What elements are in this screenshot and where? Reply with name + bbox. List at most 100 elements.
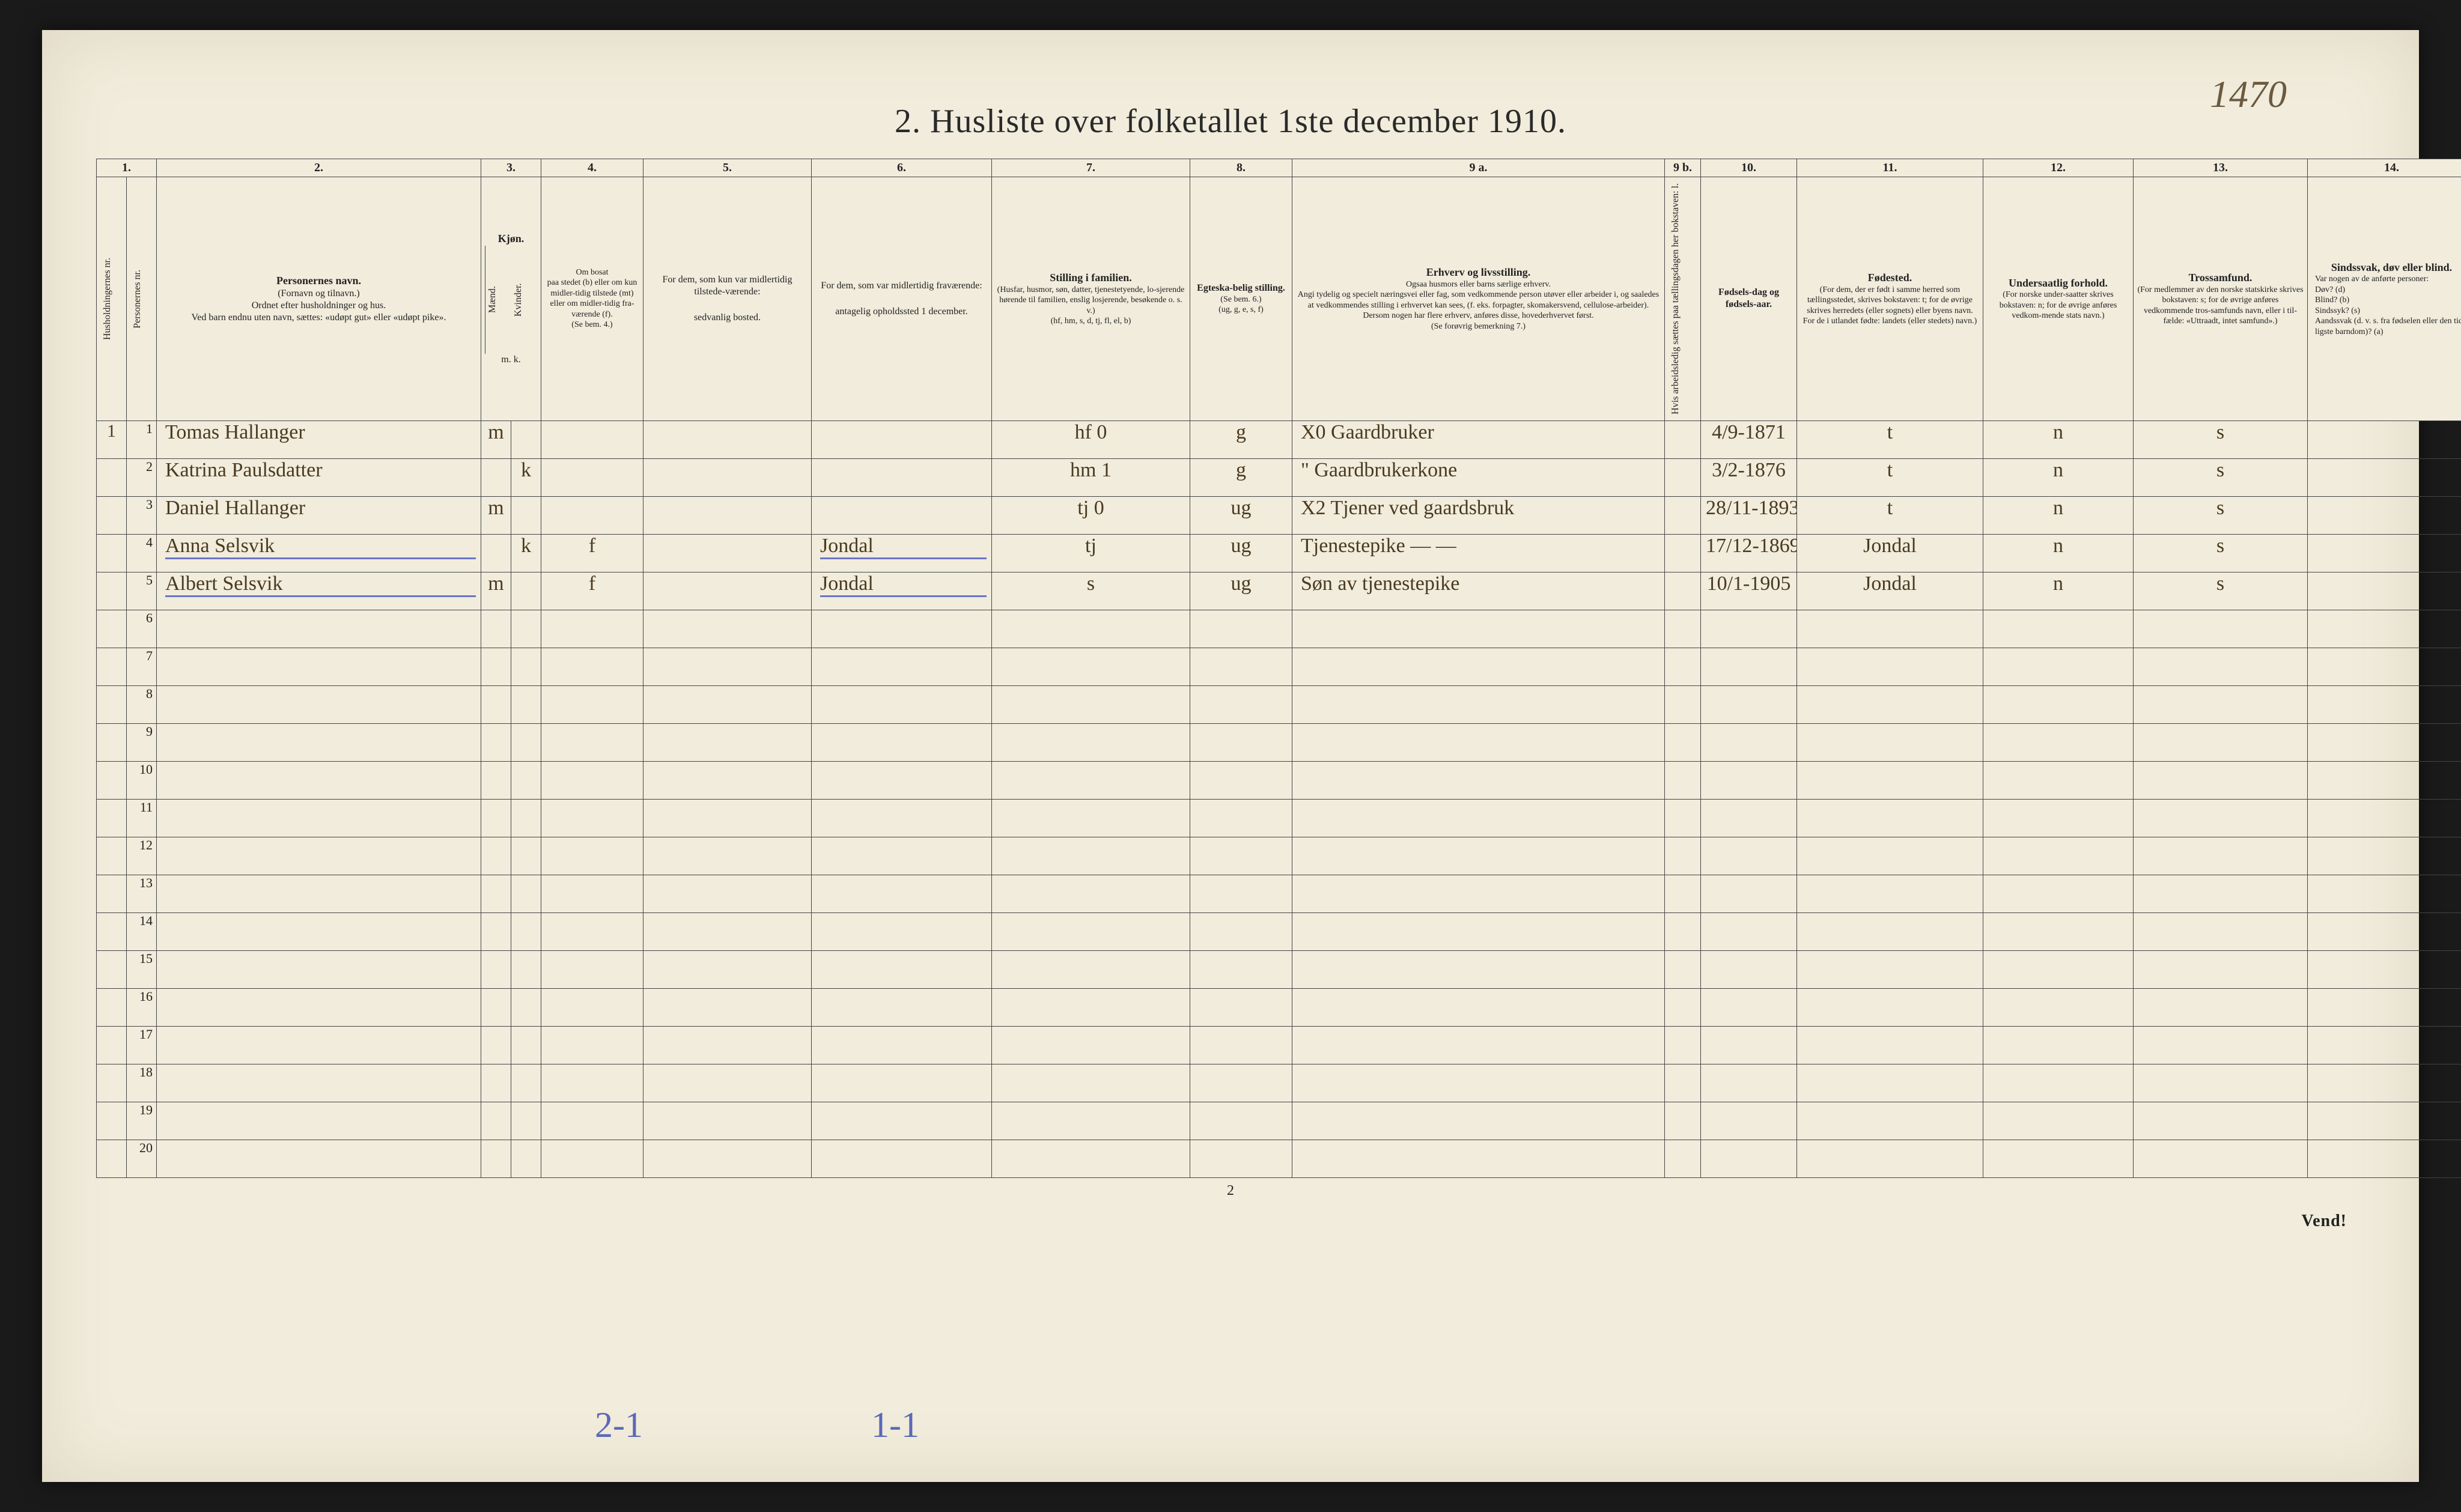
cell-empty — [1190, 912, 1292, 950]
cell-empty — [2308, 761, 2461, 799]
cell-empty — [481, 685, 511, 723]
cell-nationality: n — [1983, 572, 2134, 610]
cell-family-position: tj — [992, 534, 1190, 572]
cell-household-nr — [97, 685, 127, 723]
cell-household-nr — [97, 1026, 127, 1064]
cell-empty — [1292, 988, 1665, 1026]
cell-empty — [1797, 799, 1983, 837]
cell-birthdate: 17/12-1869 — [1701, 534, 1797, 572]
colnum: 10. — [1701, 159, 1797, 177]
cell-household-nr — [97, 912, 127, 950]
cell-empty — [157, 648, 481, 685]
cell-empty — [1797, 761, 1983, 799]
cell-empty — [481, 875, 511, 912]
cell-empty — [1701, 1102, 1797, 1140]
cell-empty — [157, 1102, 481, 1140]
cell-unemployed — [1665, 572, 1701, 610]
cell-empty — [2134, 837, 2308, 875]
cell-empty — [643, 988, 812, 1026]
cell-empty — [1701, 1026, 1797, 1064]
cell-empty — [992, 1026, 1190, 1064]
table-row: 20 — [97, 1140, 2461, 1177]
cell-empty — [1983, 875, 2134, 912]
cell-person-nr: 11 — [127, 799, 157, 837]
cell-household-nr — [97, 799, 127, 837]
cell-person-nr: 17 — [127, 1026, 157, 1064]
cell-empty — [2134, 1064, 2308, 1102]
cell-empty — [1665, 685, 1701, 723]
cell-empty — [1983, 1064, 2134, 1102]
table-row: 13 — [97, 875, 2461, 912]
cell-empty — [643, 1064, 812, 1102]
cell-empty — [1701, 837, 1797, 875]
cell-name: Anna Selsvik — [157, 534, 481, 572]
cell-empty — [812, 610, 992, 648]
cell-unemployed — [1665, 458, 1701, 496]
cell-empty — [812, 1064, 992, 1102]
table-head: 1. 2. 3. 4. 5. 6. 7. 8. 9 a. 9 b. 10. 11… — [97, 159, 2461, 421]
cell-empty — [992, 761, 1190, 799]
cell-empty — [481, 648, 511, 685]
cell-empty — [511, 988, 541, 1026]
cell-empty — [2134, 761, 2308, 799]
cell-empty — [643, 1102, 812, 1140]
cell-empty — [157, 988, 481, 1026]
cell-empty — [481, 1102, 511, 1140]
cell-empty — [812, 950, 992, 988]
cell-empty — [1292, 950, 1665, 988]
cell-occupation: Tjenestepike — — — [1292, 534, 1665, 572]
cell-empty — [1665, 988, 1701, 1026]
cell-empty — [1701, 723, 1797, 761]
cell-empty — [511, 685, 541, 723]
cell-empty — [1190, 988, 1292, 1026]
cell-empty — [992, 1064, 1190, 1102]
cell-empty — [1797, 875, 1983, 912]
table-row: 4Anna SelsvikkfJondaltjugTjenestepike — … — [97, 534, 2461, 572]
cell-household-nr — [97, 950, 127, 988]
table-row: 7 — [97, 648, 2461, 685]
cell-empty — [511, 610, 541, 648]
cell-residence-status — [541, 458, 643, 496]
table-row: 11Tomas Hallangermhf 0gX0 Gaardbruker4/9… — [97, 421, 2461, 458]
cell-disability — [2308, 458, 2461, 496]
cell-empty — [1190, 1140, 1292, 1177]
cell-empty — [1983, 837, 2134, 875]
cell-whereabouts — [812, 421, 992, 458]
cell-empty — [541, 1140, 643, 1177]
cell-empty — [1665, 1064, 1701, 1102]
cell-empty — [2308, 1102, 2461, 1140]
cell-empty — [1292, 1102, 1665, 1140]
cell-empty — [1797, 950, 1983, 988]
cell-empty — [812, 875, 992, 912]
cell-household-nr — [97, 1140, 127, 1177]
cell-household-nr — [97, 988, 127, 1026]
cell-empty — [541, 761, 643, 799]
cell-empty — [511, 1064, 541, 1102]
header-sex: Kjøn. Mænd. Kvinder. m. k. — [481, 177, 541, 421]
cell-family-position: hm 1 — [992, 458, 1190, 496]
cell-whereabouts — [812, 496, 992, 534]
cell-religion: s — [2134, 534, 2308, 572]
cell-empty — [992, 912, 1190, 950]
header-birthplace: Fødested. (For dem, der er født i samme … — [1797, 177, 1983, 421]
cell-empty — [992, 1102, 1190, 1140]
header-occupation: Erhverv og livsstilling. Ogsaa husmors e… — [1292, 177, 1665, 421]
cell-usual-residence — [643, 534, 812, 572]
cell-empty — [2308, 875, 2461, 912]
cell-empty — [481, 1140, 511, 1177]
cell-household-nr — [97, 761, 127, 799]
cell-household-nr — [97, 1064, 127, 1102]
header-residence-status: Om bosat paa stedet (b) eller om kun mid… — [541, 177, 643, 421]
cell-nationality: n — [1983, 421, 2134, 458]
cell-sex-k — [511, 421, 541, 458]
cell-empty — [2134, 1102, 2308, 1140]
cell-empty — [1983, 610, 2134, 648]
header-disability: Sindssvak, døv eller blind. Var nogen av… — [2308, 177, 2461, 421]
cell-empty — [1797, 648, 1983, 685]
cell-empty — [1665, 950, 1701, 988]
cell-empty — [541, 837, 643, 875]
table-row: 2Katrina Paulsdatterkhm 1g" Gaardbrukerk… — [97, 458, 2461, 496]
cell-empty — [2134, 610, 2308, 648]
header-nationality: Undersaatlig forhold. (For norske under-… — [1983, 177, 2134, 421]
cell-disability — [2308, 496, 2461, 534]
